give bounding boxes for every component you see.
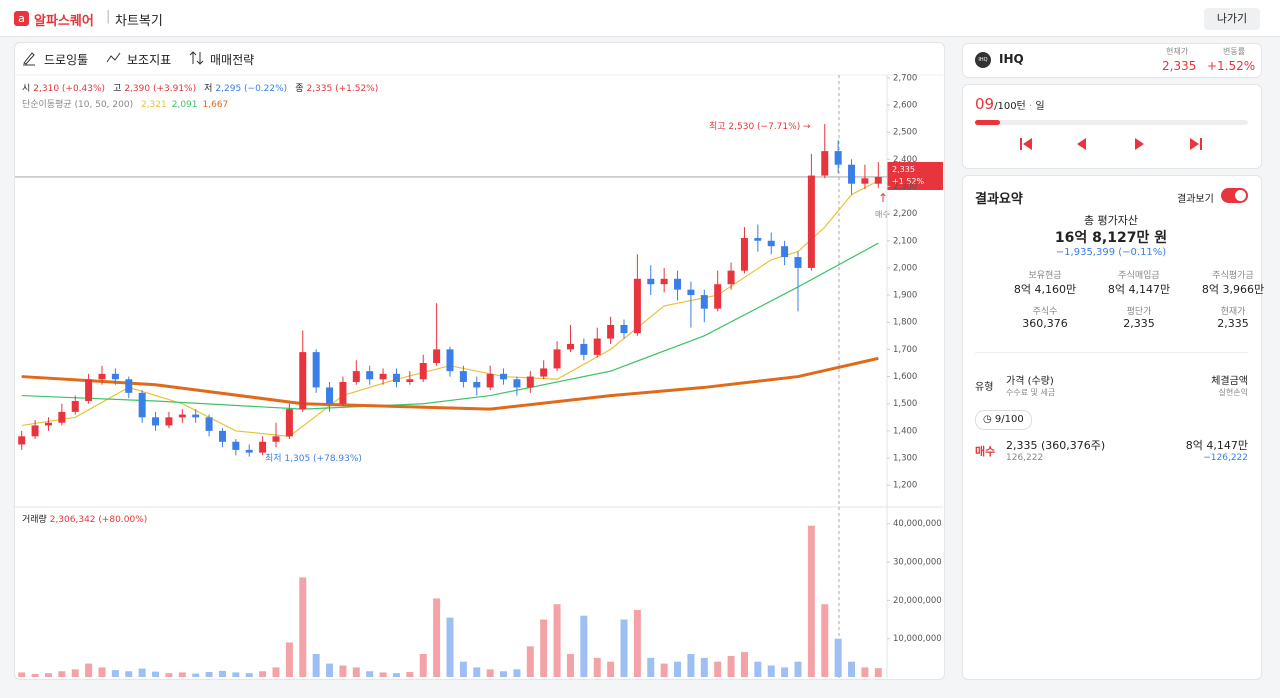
- toolbar-item[interactable]: 보조지표: [127, 53, 172, 67]
- trade-arrow: ↑: [878, 191, 889, 205]
- ma-legend-value: 2,321: [140, 100, 167, 110]
- ohlc-value: 2,335 (+1.52%): [306, 84, 379, 94]
- separator: [975, 352, 1248, 353]
- price-label: 현재가: [1166, 47, 1189, 56]
- price-tag: 2,335 +1.52%: [887, 162, 943, 190]
- ma-legend-values: 2,321 2,091 1,667: [136, 100, 228, 110]
- turn-current: 09: [975, 95, 995, 113]
- toggle-label: 결과보기: [1177, 194, 1214, 205]
- strategy-icon: [189, 51, 204, 65]
- stat-label: 보유현금: [1028, 271, 1062, 281]
- turn-total: /100턴: [994, 101, 1026, 112]
- toolbar-item[interactable]: 매매전략: [210, 53, 255, 67]
- brand[interactable]: 알파스퀘어: [34, 14, 94, 29]
- turn-unit: 일: [1035, 101, 1045, 112]
- volume-header: 거래량 2,306,342 (+80.00%): [22, 512, 147, 525]
- stat-value: 8억 4,160만: [1013, 283, 1077, 296]
- ohlc-name: 저: [204, 84, 213, 94]
- logo[interactable]: a: [14, 11, 29, 26]
- col-amount: 체결금액: [1211, 376, 1248, 387]
- turn-chip: ◷ 9/100: [975, 410, 1032, 430]
- divider: |: [106, 9, 111, 24]
- price: 2,335: [1162, 59, 1197, 73]
- toggle[interactable]: [1221, 188, 1248, 203]
- col-type: 유형: [975, 382, 994, 393]
- col-fee: 수수료 및 세금: [1006, 388, 1056, 397]
- trade-pnl: −126,222: [1203, 453, 1248, 463]
- stat-value: 2,335: [1123, 317, 1155, 330]
- turn-sep: ·: [1028, 101, 1033, 112]
- volume-subtitle: 2,306,342 (+80.00%): [49, 515, 148, 525]
- stat-label: 주식매입금: [1118, 271, 1160, 281]
- turn-chip-text: 9/100: [994, 414, 1024, 425]
- ohlc-value: 2,295 (−0.22%): [215, 84, 288, 94]
- col-pnl: 실현손익: [1218, 388, 1248, 397]
- ohlc-value: 2,390 (+3.91%): [124, 84, 197, 94]
- last-button[interactable]: [1190, 138, 1202, 150]
- stat-value: 8억 4,147만: [1107, 283, 1171, 296]
- high-annotation: 최고 2,530 (−7.71%) →: [709, 122, 811, 132]
- col-price: 가격 (수량): [1006, 376, 1054, 387]
- ma-legend-value: 1,667: [202, 100, 229, 110]
- stock-card: [962, 43, 1262, 78]
- low-annotation: 최저 1,305 (+78.93%): [265, 454, 362, 464]
- stat-value: 360,376: [1022, 317, 1068, 330]
- summary-card: [962, 175, 1262, 680]
- stock-logo: IHQ: [975, 52, 991, 68]
- exit-button[interactable]: 나가기: [1204, 8, 1260, 30]
- stat-label: 현재가: [1220, 307, 1246, 317]
- trade-marker: 매수: [875, 210, 890, 219]
- first-button[interactable]: [1020, 138, 1032, 150]
- stat-value: 2,335: [1217, 317, 1249, 330]
- ohlc-name: 종: [295, 84, 304, 94]
- stock-name: IHQ: [999, 52, 1024, 66]
- stat-value: 8억 3,966만: [1201, 283, 1265, 296]
- section: 차트복기: [115, 14, 163, 29]
- indicator-icon: [106, 52, 121, 63]
- ohlc-name: 고: [113, 84, 122, 94]
- next-button[interactable]: [1135, 138, 1144, 150]
- turn: 09/100턴 · 일: [975, 95, 1045, 113]
- ma-legend-label: 단순이동평균 (10, 50, 200): [22, 100, 134, 110]
- change: +1.52%: [1207, 59, 1256, 73]
- trade-type: 매수: [975, 445, 996, 458]
- ma-legend-value: 2,091: [171, 100, 198, 110]
- ohlc-name: 시: [22, 84, 31, 94]
- price-tag-value: 2,335: [892, 165, 915, 174]
- draw-icon: [23, 52, 35, 66]
- change-label: 변동률: [1223, 47, 1246, 56]
- header: [0, 0, 1280, 37]
- price-tag-change: +1.52%: [892, 177, 925, 186]
- trade-price: 2,335 (360,376주): [1006, 439, 1106, 452]
- volume-title: 거래량: [22, 515, 47, 525]
- total-change: −1,935,399 (−0.11%): [1055, 247, 1167, 258]
- ohlc-row: 시 2,310 (+0.43%) 고 2,390 (+3.91%) 저 2,295 (−0…: [22, 81, 386, 94]
- ma-legend: 단순이동평균 (10, 50, 200) 2,321 2,091 1,667: [22, 97, 228, 110]
- playback-controls: [1020, 138, 1202, 150]
- progress-track: [975, 120, 1248, 125]
- summary-title: 결과요약: [975, 192, 1023, 207]
- total: 16억 8,127만 원: [1054, 230, 1168, 246]
- progress-bar: [975, 120, 1000, 125]
- stat-label: 주식수: [1032, 307, 1058, 317]
- stat-label: 평단가: [1126, 307, 1152, 317]
- chart-panel: [14, 42, 945, 680]
- trade-amount: 8억 4,147만: [1185, 439, 1248, 452]
- toolbar-item[interactable]: 드로잉툴: [44, 53, 89, 67]
- trade-fee: 126,222: [1006, 453, 1044, 463]
- stat-label: 주식평가금: [1212, 271, 1254, 281]
- ohlc-value: 2,310 (+0.43%): [33, 84, 106, 94]
- turn-card: [962, 84, 1262, 169]
- prev-button[interactable]: [1077, 138, 1086, 150]
- total-label: 총 평가자산: [1083, 214, 1139, 227]
